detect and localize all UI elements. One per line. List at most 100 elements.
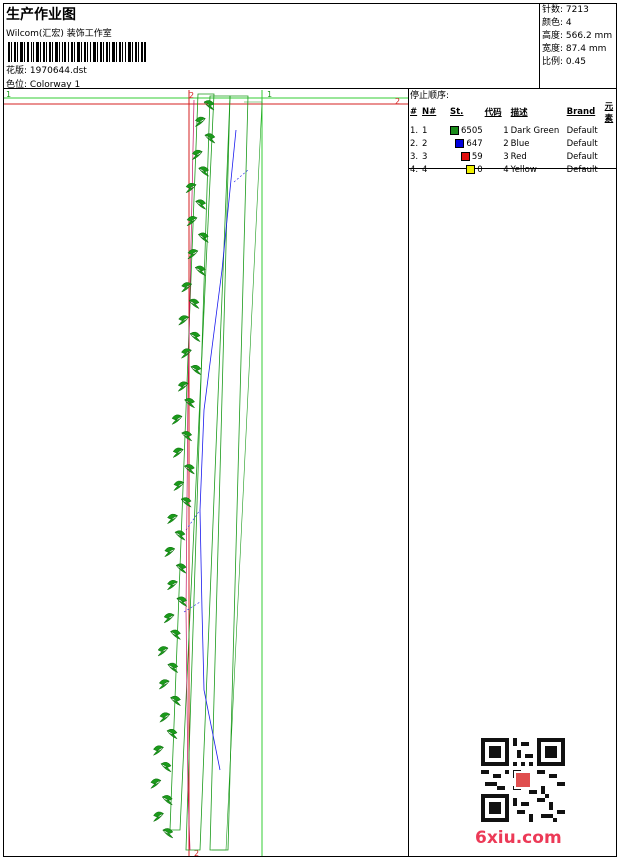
leaf-motif [183,464,196,475]
row-index: 4. [410,164,419,175]
colorway-label: 色位: [6,80,28,90]
leaf-motif [150,778,162,789]
table-row: 1. 1 6505 1 Dark Green Default [409,124,616,137]
row-index: 2. [410,138,419,149]
scale-label: 比例: [542,57,564,67]
color-swatch [460,151,470,161]
header-info: 生产作业图 Wilcom(汇宏) 装饰工作室 花版: 1970644.dst 色… [6,4,538,90]
stop-sequence-table: # N# St. 代码 描述 Brand 元素 1. 1 6505 1 Dark Gre… [409,100,616,176]
leaf-motif [204,133,216,144]
col-element-header: 元素 [604,102,614,124]
row-number: 4 [422,164,428,175]
color-swatch [455,138,465,148]
row-brand: Default [566,125,598,136]
leaf-motif [173,480,185,492]
row-description: Dark Green [510,125,560,136]
row-element [604,150,616,163]
qr-code [481,738,565,822]
leaf-motif [177,381,189,392]
row-index: 1. [410,125,419,136]
row-needle: 4 [421,163,449,176]
row-code: 4 [503,164,509,175]
leaf-motif [159,712,171,723]
stitches-label: 针数: [542,5,564,15]
width-label: 宽度: [542,44,564,54]
leaf-motif [187,249,199,260]
row-number: 2 [422,138,428,149]
red-stitch-line [185,99,195,851]
barcode [8,42,146,62]
row-number: 3 [422,151,428,162]
outline-strip-right [209,95,249,851]
blue-jump-1 [233,169,249,183]
table-header-row: # N# St. 代码 描述 Brand 元素 [409,100,616,124]
leaf-motif [166,728,178,740]
row-index: 3. [410,151,419,162]
row-element [604,163,616,176]
row-stitches: 0 [449,163,484,176]
design-stats: 针数: 7213 颜色: 4 高度: 566.2 mm 宽度: 87.4 mm … [542,4,616,69]
leaf-motif [189,331,201,343]
leaf-motif [152,811,165,822]
sheet-frame [3,3,617,857]
row-code: 2 [503,138,509,149]
leaf-motif [194,265,206,276]
leaf-motif [194,116,206,128]
row-code: 1 [503,125,509,136]
row-stitch-count: 6505 [461,125,483,136]
row-needle: 3 [421,150,449,163]
row-needle: 2 [421,137,449,150]
leaf-motif [190,364,202,376]
leaf-motif [169,629,182,640]
row-needle: 1 [421,124,449,137]
row-stitch-count: 0 [477,164,483,175]
design-canvas: 1 1 2 2 2 [4,90,408,856]
col-brand-header: Brand [566,107,596,117]
leaf-motif [178,315,190,326]
leaf-motif [158,679,170,690]
outline-strip-middle [185,95,231,851]
guide-label-green-right: 1 [267,90,272,99]
leaf-motif [166,579,179,591]
leaf-motif [174,530,186,541]
leaf-motif [172,447,184,458]
color-swatch [450,125,459,135]
leaf-motifs [150,100,216,839]
row-description: Blue [510,138,530,149]
leaf-motif [169,695,182,707]
leaf-motif [191,149,203,161]
row-description: Red [510,151,527,162]
outline-strip-outer [212,101,263,851]
outline-strip-left [169,93,215,831]
header-divider-vertical [539,3,540,88]
row-brand: Default [566,151,598,162]
table-row: 4. 4 0 4 Yellow Default [409,163,616,176]
leaf-motif [161,795,173,806]
scale-value: 0.45 [565,57,586,67]
leaf-motif [185,182,197,194]
row-element [604,137,616,150]
design-label: 花版: [6,66,28,76]
leaf-motif [186,215,198,227]
leaf-motif [175,563,187,574]
leaf-motif [162,828,174,839]
row-code: 3 [503,151,509,162]
leaf-motif [195,199,207,210]
watermark-text: 6xiu.com [475,828,562,848]
leaf-motif [164,546,176,558]
leaf-motif [157,646,169,657]
leaf-motif [181,431,193,442]
height-value: 566.2 mm [565,31,613,41]
leaf-motif [163,613,175,624]
leaf-motif [188,298,200,310]
leaf-motif [166,513,179,525]
col-code-header: 代码 [484,108,502,118]
row-stitches: 6505 [449,124,484,137]
leaf-motif [180,497,192,508]
leaf-motif [171,414,183,425]
leaf-motif [160,761,172,773]
guide-label-red-bottom: 2 [194,849,199,856]
colorway-value: Colorway 1 [29,80,81,90]
qr-center-logo [514,771,532,789]
stitches-value: 7213 [565,5,589,15]
